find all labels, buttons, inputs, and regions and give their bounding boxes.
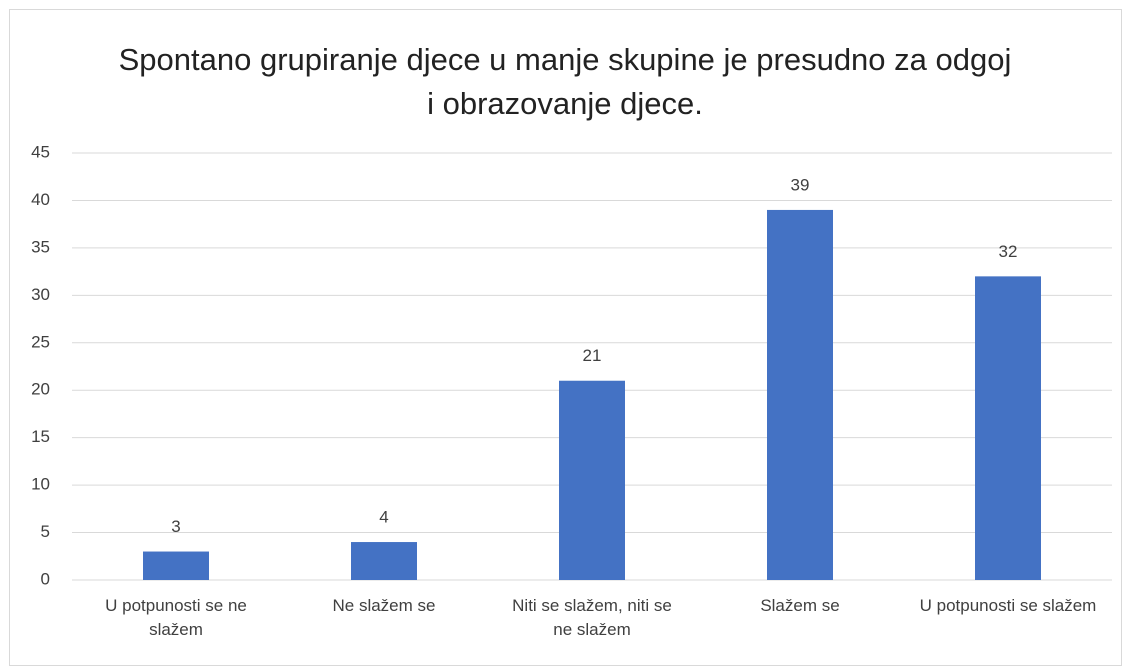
y-tick-label: 5 (41, 522, 50, 541)
x-tick-label: U potpunosti se ne slažem (105, 596, 247, 639)
bar (143, 551, 209, 580)
y-tick-label: 30 (31, 285, 50, 304)
bar (975, 276, 1041, 580)
data-label: 32 (999, 242, 1018, 261)
y-tick-label: 0 (41, 569, 50, 588)
bar (559, 380, 625, 580)
y-tick-label: 40 (31, 190, 50, 209)
x-tick-label: Ne slažem se (332, 596, 436, 615)
chart-title: Spontano grupiranje djece u manje skupin… (118, 42, 1012, 121)
x-tick-label: U potpunosti se slažem (919, 596, 1097, 615)
data-label: 39 (791, 175, 810, 194)
y-tick-label: 35 (31, 237, 50, 256)
y-tick-label: 25 (31, 332, 50, 351)
bar (767, 209, 833, 580)
bar (351, 542, 417, 580)
y-tick-label: 15 (31, 427, 50, 446)
data-label: 4 (379, 508, 388, 527)
data-label: 3 (171, 517, 180, 536)
data-label: 21 (583, 346, 602, 365)
y-tick-label: 10 (31, 475, 50, 494)
y-tick-label: 20 (31, 380, 50, 399)
y-tick-label: 45 (31, 142, 50, 161)
x-tick-label: Niti se slažem, niti se ne slažem (512, 596, 672, 639)
x-tick-label: Slažem se (760, 596, 840, 615)
